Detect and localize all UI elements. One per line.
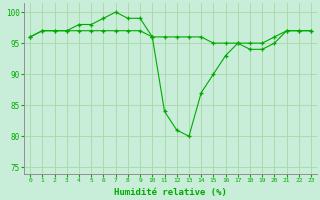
X-axis label: Humidité relative (%): Humidité relative (%): [114, 188, 227, 197]
